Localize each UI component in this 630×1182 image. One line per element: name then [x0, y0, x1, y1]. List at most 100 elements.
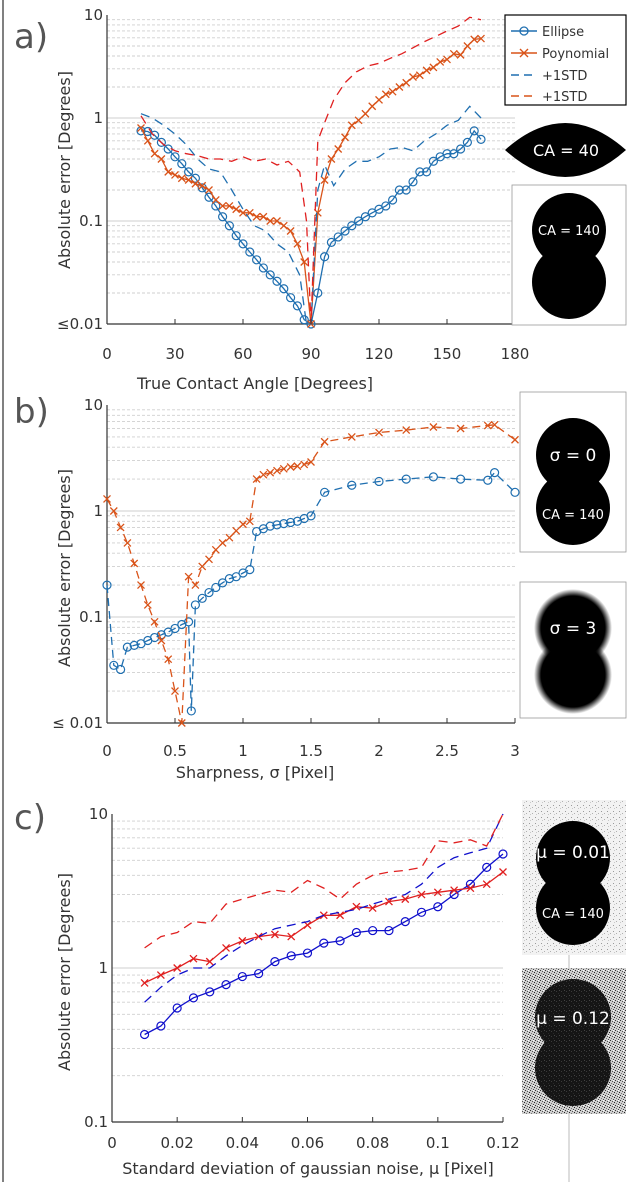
data-point	[239, 208, 247, 217]
data-point	[402, 78, 411, 87]
data-point	[320, 487, 330, 497]
data-point	[499, 868, 507, 876]
panel-b-grid	[106, 405, 515, 724]
data-point	[409, 73, 417, 81]
x-tick-label: 0.5	[163, 742, 187, 760]
data-point	[415, 71, 424, 80]
data-point	[239, 520, 247, 529]
data-point	[477, 34, 485, 43]
data-point	[401, 185, 411, 195]
data-point	[334, 145, 343, 153]
data-point	[254, 932, 263, 941]
data-point	[225, 533, 234, 542]
panel-b-xlabel: Sharpness, σ [Pixel]	[176, 763, 334, 782]
data-point	[436, 58, 445, 66]
data-point	[170, 152, 180, 162]
legend-label-ellipse: Ellipse	[542, 25, 584, 40]
x-tick-label: 1.5	[299, 742, 323, 760]
data-point	[245, 247, 255, 257]
data-point	[259, 212, 268, 221]
data-point	[374, 476, 384, 487]
x-tick-label: 0.06	[291, 1134, 324, 1152]
data-point	[351, 927, 361, 938]
data-point	[177, 174, 186, 183]
panel-a-series	[136, 16, 486, 329]
data-point	[466, 884, 475, 893]
data-point	[482, 862, 492, 873]
data-point	[190, 173, 200, 183]
data-point	[270, 930, 279, 939]
data-point	[266, 468, 275, 477]
data-point	[218, 538, 227, 547]
data-point	[442, 149, 452, 159]
data-point	[157, 636, 166, 645]
data-point	[368, 925, 378, 936]
data-point	[326, 237, 336, 247]
data-point	[103, 494, 111, 503]
panel-a-legend: Ellipse Poynomial +1STD +1STD	[504, 14, 627, 106]
series-line-3	[144, 813, 504, 949]
x-tick-label: 1	[238, 742, 248, 760]
data-point	[137, 124, 145, 132]
data-point	[237, 971, 247, 982]
inset-sigma0: σ = 0 CA = 140	[519, 391, 627, 553]
panel-a-label: a)	[14, 17, 48, 57]
data-point	[402, 426, 411, 435]
panel-c-ticks: 0 0.02 0.04 0.06 0.08 0.1 0.12 0.1 1 10	[84, 805, 520, 1152]
data-point	[300, 258, 309, 266]
data-point	[205, 186, 213, 194]
inset-ca140-drop-bottom	[532, 245, 606, 319]
data-point	[172, 1003, 182, 1013]
data-point	[252, 255, 262, 265]
inset-mu001-drop-bottom	[536, 871, 610, 945]
x-tick-label: 0	[107, 1134, 117, 1152]
data-point	[184, 617, 194, 627]
data-point	[286, 951, 296, 961]
data-point	[184, 167, 194, 177]
data-point	[139, 1029, 150, 1040]
data-point	[245, 565, 255, 575]
data-point	[238, 239, 248, 249]
series-line-0	[144, 853, 504, 1036]
panel-b: b) 0 0.5 1 1.5 2 2.5 3 ≤ 0.01 0.1 1 10 Sharpness, …	[14, 391, 627, 782]
data-point	[150, 130, 160, 140]
data-point	[327, 155, 336, 163]
data-point	[136, 126, 146, 136]
data-point	[156, 1021, 166, 1031]
data-point	[254, 968, 264, 979]
data-point	[265, 521, 275, 531]
data-point	[394, 185, 404, 195]
data-point	[429, 423, 438, 431]
data-point	[204, 587, 214, 598]
data-point	[170, 623, 180, 634]
legend-entry-ellipse: Ellipse	[511, 25, 584, 40]
data-point	[198, 562, 207, 571]
legend-box	[504, 14, 627, 106]
data-point	[449, 49, 458, 58]
x-tick-label: 60	[233, 345, 252, 363]
data-point	[164, 167, 173, 176]
panel-a-ticks: 0 30 60 90 120 150 180 ≤0.01 0.1 1 10	[57, 6, 529, 363]
data-point	[292, 301, 302, 311]
data-point	[224, 574, 234, 584]
data-point	[429, 63, 438, 72]
data-point	[381, 90, 390, 99]
data-point	[408, 177, 418, 187]
data-point	[211, 196, 220, 204]
data-point	[449, 149, 459, 159]
data-point	[266, 217, 275, 225]
data-point	[428, 472, 438, 482]
legend-label-polynomial: Poynomial	[542, 47, 609, 62]
data-point	[306, 511, 316, 521]
x-tick-label: 0.04	[226, 1134, 259, 1152]
data-point	[368, 904, 377, 913]
y-tick-label: 1	[98, 959, 108, 977]
y-tick-label: 0.1	[79, 212, 103, 230]
data-point	[184, 176, 193, 184]
series-line-2	[144, 813, 504, 1003]
data-point	[422, 66, 431, 75]
data-point	[156, 137, 166, 147]
data-point	[490, 468, 500, 478]
data-point	[483, 421, 492, 430]
x-tick-label: 0	[102, 345, 112, 363]
